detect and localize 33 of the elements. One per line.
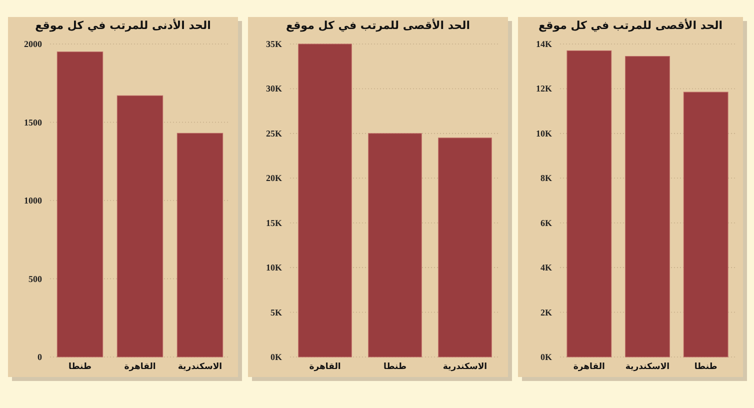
y-tick-label: 6K (540, 218, 552, 228)
chart-title: الحد الأقصى للمرتب في كل موقع (538, 18, 723, 32)
y-tick-label: 12K (536, 84, 552, 94)
y-tick-label: 1500 (24, 117, 42, 128)
chart-title: الحد الأدنى للمرتب في كل موقع (35, 18, 211, 32)
y-tick-label: 5K (270, 307, 282, 318)
y-tick-label: 8K (540, 173, 552, 184)
x-tick-label: الاسكندرية (178, 362, 222, 372)
y-tick-label: 2000 (24, 39, 42, 49)
x-tick-label: القاهرة (573, 362, 606, 372)
x-tick-label: القاهرة (124, 362, 156, 372)
y-tick-label: 25K (266, 128, 282, 138)
chart-title: الحد الأقصى للمرتب في كل موقع (286, 18, 470, 32)
y-tick-label: 15K (266, 218, 282, 228)
y-tick-label: 10K (266, 262, 282, 273)
x-tick-label: الاسكندرية (442, 362, 488, 372)
x-tick-label: طنطا (68, 362, 92, 372)
y-tick-label: 35K (266, 39, 282, 49)
y-tick-label: 500 (28, 274, 42, 284)
y-tick-label: 0K (540, 352, 552, 362)
x-tick-label: طنطا (694, 362, 718, 372)
x-tick-label: القاهرة (309, 362, 341, 372)
y-tick-label: 0 (38, 352, 42, 362)
y-tick-label: 0K (270, 352, 282, 362)
y-tick-label: 2K (540, 307, 552, 318)
y-tick-label: 20K (266, 173, 282, 184)
y-tick-label: 30K (266, 84, 282, 94)
x-tick-label: طنطا (384, 362, 406, 372)
y-tick-label: 14K (536, 39, 552, 49)
y-tick-label: 10K (536, 128, 552, 138)
y-tick-label: 1000 (24, 196, 42, 206)
x-tick-label: الاسكندرية (625, 362, 670, 372)
y-tick-label: 4K (540, 262, 552, 273)
